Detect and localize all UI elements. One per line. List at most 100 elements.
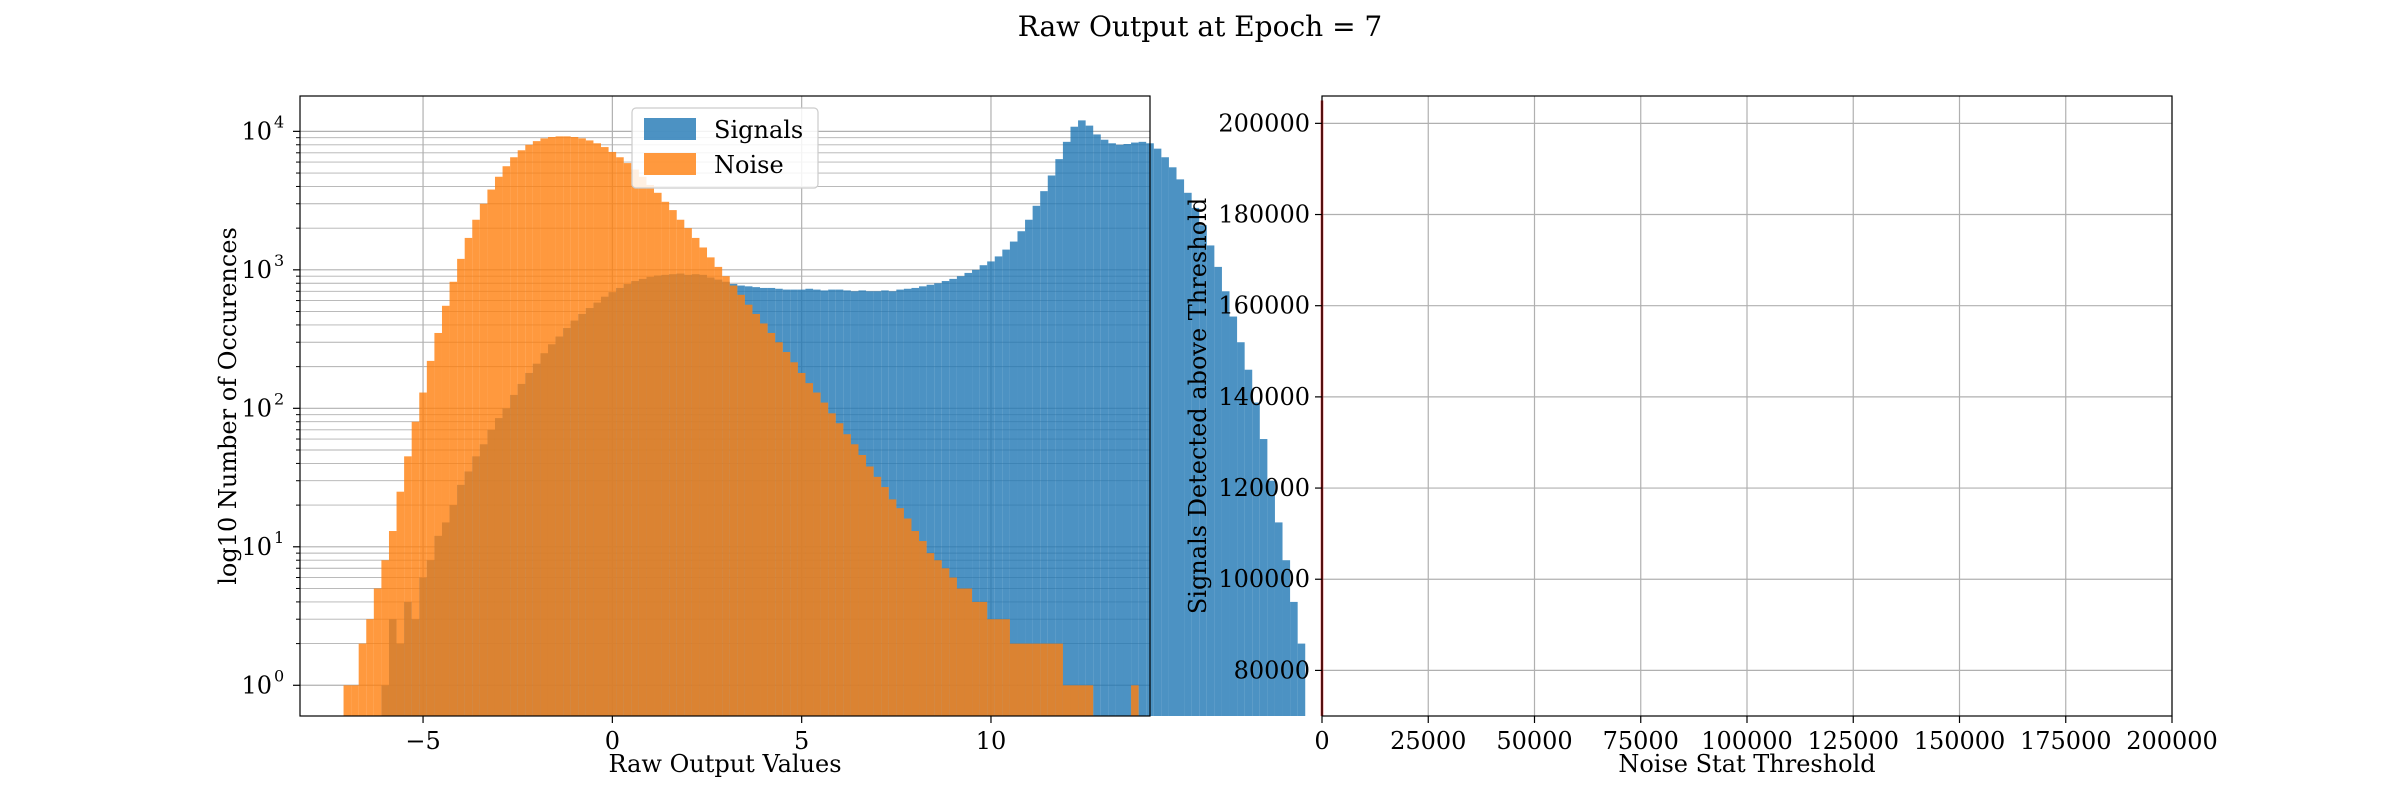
bar-signals: [911, 287, 920, 716]
bar-signals: [1244, 369, 1253, 716]
y-tick-exponent: 4: [274, 112, 284, 131]
bar-signals: [1214, 266, 1222, 716]
bar-noise: [616, 157, 624, 716]
x-tick-label: 175000: [2020, 727, 2112, 755]
threshold-frame: [1321, 95, 2173, 717]
y-tick-exponent: 1: [274, 528, 284, 547]
bar-noise: [1032, 643, 1041, 716]
bar-signals: [1078, 120, 1086, 717]
bar-noise: [510, 157, 518, 716]
bar-signals: [987, 261, 995, 716]
bar-noise: [873, 476, 882, 716]
bar-noise: [358, 643, 367, 716]
bar-noise: [979, 601, 988, 716]
bar-signals: [1199, 225, 1207, 716]
bar-noise: [1085, 685, 1094, 716]
bar-noise: [631, 169, 639, 716]
y-tick-label: 10: [241, 256, 272, 284]
y-tick-label: 140000: [1218, 383, 1310, 411]
y-tick-label: 160000: [1218, 292, 1310, 320]
x-tick-label: 75000: [1603, 727, 1679, 755]
bar-noise: [1062, 685, 1071, 716]
threshold-grid: [1321, 96, 2173, 716]
y-tick-label: 100000: [1218, 565, 1310, 593]
x-tick-label: 125000: [1807, 727, 1899, 755]
bar-noise: [593, 143, 602, 716]
bar-noise: [926, 553, 935, 716]
bar-noise: [411, 421, 420, 716]
bar-signals: [1161, 157, 1169, 716]
bar-noise: [494, 176, 503, 716]
legend-swatch-signals: [644, 118, 696, 140]
x-tick-label: 25000: [1390, 727, 1466, 755]
x-tick-label: 10: [976, 727, 1007, 755]
threshold-ylabel: Signals Detected above Threshold: [1184, 198, 1212, 614]
bar-noise: [1131, 685, 1139, 716]
figure-suptitle: Raw Output at Epoch = 7: [1018, 10, 1383, 43]
bar-noise: [699, 247, 708, 717]
bar-noise: [479, 203, 488, 716]
bar-noise: [934, 560, 942, 716]
bar-noise: [547, 137, 556, 716]
bar-noise: [760, 323, 768, 716]
bar-signals: [1032, 205, 1041, 717]
bar-signals: [903, 288, 912, 716]
bar-signals: [1100, 139, 1109, 717]
bar-noise: [661, 201, 670, 716]
bar-signals: [1131, 142, 1139, 716]
bar-noise: [797, 372, 806, 716]
y-tick-label: 10: [241, 394, 272, 422]
histogram-bars: [343, 120, 1306, 717]
y-tick-exponent: 0: [274, 666, 284, 685]
bar-noise: [434, 332, 442, 716]
bar-noise: [714, 266, 723, 716]
bar-signals: [896, 289, 904, 716]
bar-signals: [1252, 402, 1260, 716]
bar-noise: [752, 313, 761, 716]
bar-noise: [987, 619, 995, 716]
bar-noise: [1078, 685, 1086, 716]
bar-signals: [994, 256, 1003, 716]
bar-noise: [396, 491, 405, 716]
bar-signals: [1168, 167, 1177, 716]
bar-signals: [1070, 126, 1079, 716]
bar-noise: [828, 413, 836, 716]
histogram-frame: [299, 95, 1151, 717]
x-tick-label: 100000: [1701, 727, 1793, 755]
x-tick-label: 50000: [1496, 727, 1572, 755]
bar-signals: [1085, 125, 1094, 716]
bar-signals: [934, 283, 942, 716]
bar-noise: [373, 588, 382, 716]
legend-label-signals: Signals: [714, 116, 803, 144]
bar-noise: [903, 518, 912, 716]
histogram-legend: Signals Noise: [631, 107, 819, 189]
bar-noise: [866, 466, 874, 716]
bar-signals: [1297, 643, 1306, 716]
y-tick-label: 180000: [1218, 201, 1310, 229]
bar-signals: [1115, 144, 1124, 717]
bar-noise: [464, 237, 473, 716]
bar-noise: [843, 434, 851, 716]
bar-noise: [941, 568, 950, 716]
bar-noise: [457, 258, 465, 716]
bar-signals: [1237, 342, 1245, 716]
x-tick-label: 0: [605, 727, 620, 755]
bar-signals: [1153, 148, 1162, 717]
bar-signals: [1267, 480, 1275, 716]
bar-signals: [1274, 522, 1283, 716]
histogram-xlabel: Raw Output Values: [608, 750, 841, 778]
bar-noise: [775, 342, 783, 716]
bar-signals: [1123, 144, 1132, 716]
bar-noise: [638, 176, 647, 716]
x-tick-label: 200000: [2126, 727, 2218, 755]
bar-noise: [994, 619, 1003, 716]
bar-signals: [1040, 191, 1048, 716]
bar-signals: [1229, 316, 1238, 716]
bar-noise: [707, 257, 715, 716]
bar-signals: [1025, 219, 1033, 716]
y-tick-label: 200000: [1218, 109, 1310, 137]
bar-noise: [1055, 643, 1063, 716]
bar-signals: [1002, 249, 1010, 716]
